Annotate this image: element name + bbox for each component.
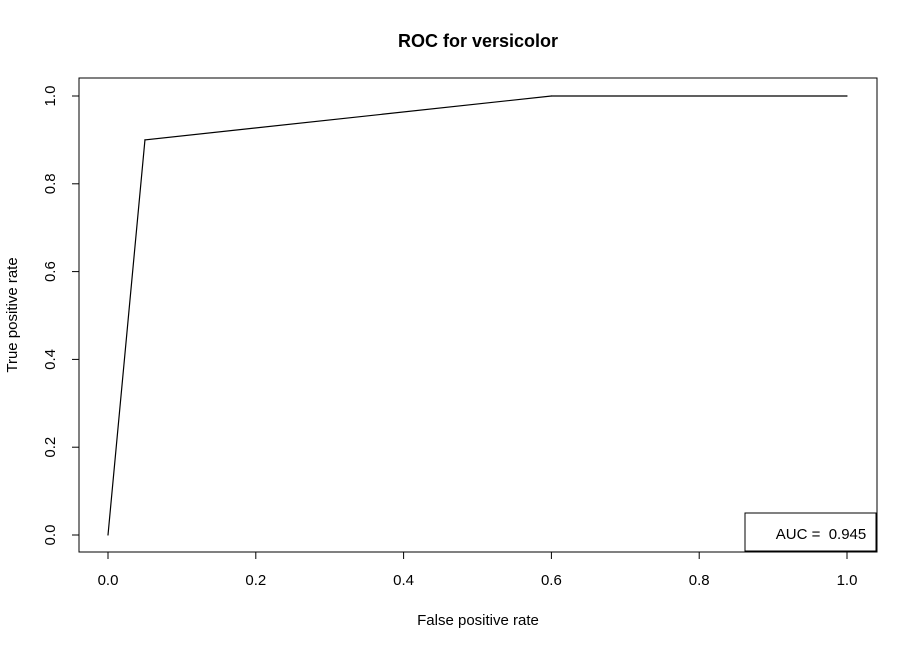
legend-box: AUC = 0.945 (744, 512, 877, 552)
x-tick-label: 1.0 (837, 572, 858, 589)
x-tick-label: 0.2 (245, 572, 266, 589)
y-tick-label: 0.8 (42, 173, 59, 194)
y-tick-label: 0.0 (42, 525, 59, 546)
y-tick-label: 0.6 (42, 261, 59, 282)
roc-curve-point (846, 95, 848, 97)
x-tick-label: 0.0 (98, 572, 119, 589)
legend-frame (744, 512, 877, 552)
auc-label: AUC = 0.945 (776, 526, 866, 543)
roc-curve-point (107, 534, 109, 536)
y-tick-label: 0.2 (42, 437, 59, 458)
y-tick-label: 1.0 (42, 86, 59, 107)
series-layer (107, 95, 848, 536)
plot-area-frame (78, 77, 878, 553)
x-tick-label: 0.4 (393, 572, 414, 589)
roc-curve-line (107, 95, 847, 536)
x-tick-label: 0.6 (541, 572, 562, 589)
x-tick-label: 0.8 (689, 572, 710, 589)
x-axis: 0.0 0.2 0.4 0.6 0.8 1.0 (98, 551, 858, 589)
y-axis: 0.0 0.2 0.4 0.6 0.8 1.0 (42, 86, 80, 546)
x-axis-title: False positive rate (417, 612, 539, 629)
roc-curve-point (144, 139, 146, 141)
y-tick-label: 0.4 (42, 349, 59, 370)
y-axis-title: True positive rate (4, 257, 21, 372)
chart-title: ROC for versicolor (398, 31, 558, 51)
roc-curve-point (550, 95, 553, 97)
